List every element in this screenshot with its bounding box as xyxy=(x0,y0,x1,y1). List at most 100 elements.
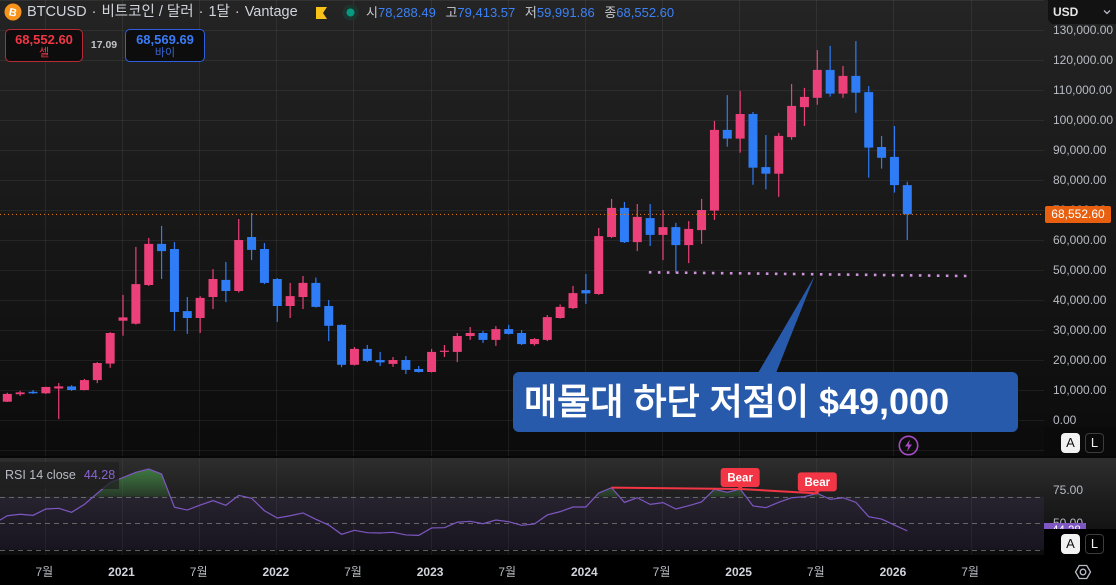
candle-up xyxy=(439,345,449,357)
pane-separator[interactable] xyxy=(0,456,1116,458)
candle-down xyxy=(902,181,912,241)
time-label-year: 2026 xyxy=(879,565,907,579)
auto-scale-button[interactable]: A xyxy=(1061,433,1080,453)
price-axis[interactable]: 0.00 10,000.00 20,000.00 30,000.00 40,000.00… xyxy=(1044,0,1116,456)
sell-label: 셀 xyxy=(38,46,50,59)
candle-down xyxy=(362,345,372,363)
candle-up xyxy=(298,276,308,309)
candle-down xyxy=(324,300,334,342)
candle-down xyxy=(28,390,38,394)
candle-up xyxy=(542,315,552,342)
rsi-legend[interactable]: RSI 14 close 44.28 xyxy=(0,462,119,489)
log-scale-button[interactable]: L xyxy=(1085,433,1104,453)
bear-divergence-line[interactable] xyxy=(740,487,818,495)
candle-up xyxy=(349,347,359,366)
price-tick-label: 110,000.00 xyxy=(1053,83,1113,97)
svg-text:B: B xyxy=(8,6,18,19)
lightning-icon[interactable] xyxy=(898,435,919,456)
candle-up xyxy=(697,198,707,244)
candle-up xyxy=(658,210,668,261)
price-tick-label: 20,000.00 xyxy=(1053,353,1107,367)
candle-up xyxy=(105,332,115,368)
candles xyxy=(2,41,912,420)
candle-down xyxy=(182,297,192,334)
rsi-line xyxy=(0,468,908,536)
market-open-dot-icon[interactable] xyxy=(342,4,359,21)
candle-up xyxy=(118,294,128,336)
candle-down xyxy=(401,356,411,375)
price-tick-label: 30,000.00 xyxy=(1053,323,1107,337)
candle-up xyxy=(54,383,64,420)
candle-up xyxy=(529,338,539,346)
candle-down xyxy=(851,41,861,113)
high-label: 고 xyxy=(445,5,458,20)
annotation-callout[interactable]: 매물대 하단 저점이 $49,000 xyxy=(513,372,1018,432)
rsi-value: 44.28 xyxy=(83,468,116,482)
open-label: 시 xyxy=(366,5,378,20)
candle-up xyxy=(131,246,141,325)
time-label-year: 2024 xyxy=(571,565,598,579)
candle-up xyxy=(607,198,617,238)
candle-up xyxy=(838,66,848,98)
time-label-year: 2023 xyxy=(416,565,444,579)
buy-label: 바이 xyxy=(154,46,176,59)
candle-down xyxy=(259,243,269,285)
support-dotted-line[interactable] xyxy=(648,271,967,278)
candle-down xyxy=(619,201,629,243)
ohlc-values: 시78,288.49 고79,413.57 저59,991.86 종68,552… xyxy=(366,4,680,21)
candle-up xyxy=(15,390,25,396)
candle-up xyxy=(2,392,12,402)
exchange: Vantage xyxy=(244,4,298,20)
interval[interactable]: 1달 xyxy=(208,4,230,20)
price-pane[interactable]: 매물대 하단 저점이 $49,000 B BTCUSD · 비트코인 / 달러 · 1달… xyxy=(0,0,1116,456)
rsi-scale-controls: A L xyxy=(1044,529,1116,555)
log-scale-button[interactable]: L xyxy=(1085,534,1104,554)
candle-down xyxy=(311,277,321,308)
candle-down xyxy=(169,242,179,331)
close-value: 68,552.60 xyxy=(616,5,675,20)
candle-up xyxy=(735,90,745,153)
candle-up xyxy=(684,221,694,264)
time-label-month: 7월 xyxy=(806,565,825,579)
sell-price: 68,552.60 xyxy=(15,31,73,47)
symbol-title[interactable]: BTCUSD · 비트코인 / 달러 · 1달 · Vantage xyxy=(27,3,298,21)
auto-scale-button[interactable]: A xyxy=(1061,534,1080,554)
currency-dropdown[interactable]: USD xyxy=(1048,0,1116,24)
candle-down xyxy=(478,330,488,343)
gear-icon[interactable] xyxy=(1074,563,1092,581)
bear-divergence-label[interactable]: Bear xyxy=(720,467,760,490)
candle-down xyxy=(221,261,231,303)
spread-value: 17.09 xyxy=(90,39,118,51)
candle-down xyxy=(272,278,282,322)
candle-down xyxy=(581,273,591,304)
price-tick-label: 80,000.00 xyxy=(1053,173,1107,187)
candle-down xyxy=(748,111,758,185)
time-label-month: 7월 xyxy=(189,565,208,579)
candlestick-chart[interactable] xyxy=(0,0,1044,456)
candle-up xyxy=(285,282,295,318)
rsi-chart[interactable]: Bear Bear xyxy=(0,458,1044,555)
candle-down xyxy=(414,366,424,373)
price-tick-label: 100,000.00 xyxy=(1053,113,1114,127)
candle-down xyxy=(247,213,257,261)
time-label-month: 7월 xyxy=(652,565,671,579)
bear-divergence-label[interactable]: Bear xyxy=(797,472,837,494)
price-tick-label: 90,000.00 xyxy=(1053,143,1107,157)
bitcoin-icon: B xyxy=(4,3,22,21)
buy-price: 68,569.69 xyxy=(136,31,194,47)
candle-up xyxy=(491,326,501,346)
candle-up xyxy=(41,386,51,394)
callout-pointer xyxy=(758,275,815,373)
flag-icon[interactable] xyxy=(316,6,327,19)
bear-divergence-line[interactable] xyxy=(611,486,741,490)
candle-up xyxy=(555,304,565,319)
sell-button[interactable]: 68,552.60 셀 xyxy=(5,29,83,62)
time-label-month: 7월 xyxy=(344,565,362,579)
candle-up xyxy=(774,132,784,197)
price-tick-label: 10,000.00 xyxy=(1053,383,1107,397)
price-tick-label: 130,000.00 xyxy=(1053,23,1114,37)
time-axis[interactable]: 7월 2021 7월 2022 7월 2023 7월 2024 7월 2025 7월 2026 7월 xyxy=(0,556,1116,585)
buy-button[interactable]: 68,569.69 바이 xyxy=(125,29,205,62)
